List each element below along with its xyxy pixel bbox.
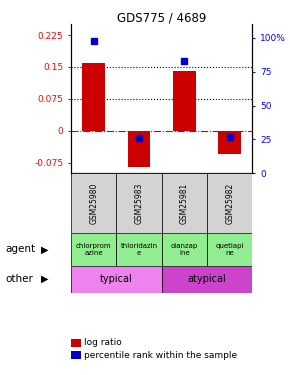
Bar [207, 233, 252, 266]
Text: typical: typical [100, 274, 133, 284]
Text: other: other [6, 274, 34, 284]
Text: agent: agent [6, 244, 36, 254]
Bar [162, 266, 252, 292]
Text: atypical: atypical [188, 274, 226, 284]
Bar [82, 63, 105, 131]
Text: thioridazin
e: thioridazin e [120, 243, 157, 256]
Bar [162, 233, 207, 266]
Text: GSM25983: GSM25983 [135, 183, 144, 224]
Text: GSM25981: GSM25981 [180, 183, 189, 224]
Bar [162, 173, 207, 233]
Bar [116, 173, 162, 233]
Bar [173, 71, 196, 131]
Text: olanzap
ine: olanzap ine [171, 243, 198, 256]
Bar [128, 131, 150, 167]
Bar [207, 173, 252, 233]
Bar [71, 233, 116, 266]
Text: GSM25980: GSM25980 [89, 183, 98, 224]
Text: quetiapi
ne: quetiapi ne [215, 243, 244, 256]
Text: chlorprom
azine: chlorprom azine [76, 243, 112, 256]
Title: GDS775 / 4689: GDS775 / 4689 [117, 11, 206, 24]
Text: ▶: ▶ [41, 244, 49, 254]
Bar [71, 266, 162, 292]
Text: log ratio: log ratio [84, 338, 122, 347]
Text: ▶: ▶ [41, 274, 49, 284]
Bar [218, 131, 241, 154]
Text: GSM25982: GSM25982 [225, 183, 234, 224]
Bar [71, 173, 116, 233]
Text: percentile rank within the sample: percentile rank within the sample [84, 351, 237, 360]
Bar [116, 233, 162, 266]
